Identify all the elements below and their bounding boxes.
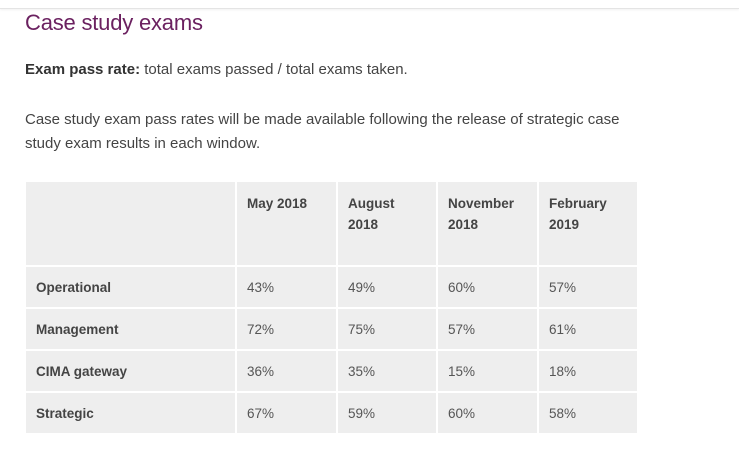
table-row: Strategic 67% 59% 60% 58% [24, 391, 639, 435]
pass-rate-definition: Exam pass rate: total exams passed / tot… [25, 61, 408, 78]
table-cell: 67% [235, 391, 338, 435]
table-cell: 35% [336, 349, 438, 393]
table-cell: 57% [436, 307, 539, 351]
row-label: Operational [24, 265, 237, 309]
table-row: Management 72% 75% 57% 61% [24, 307, 639, 351]
table-row: Operational 43% 49% 60% 57% [24, 265, 639, 309]
table-cell: 60% [436, 391, 539, 435]
table-cell: 15% [436, 349, 539, 393]
row-label: Management [24, 307, 237, 351]
table-cell: 49% [336, 265, 438, 309]
column-header: November 2018 [436, 180, 539, 267]
table-cell: 72% [235, 307, 338, 351]
table-cell: 75% [336, 307, 438, 351]
page-title: Case study exams [25, 10, 203, 35]
table-cell: 59% [336, 391, 438, 435]
column-header [24, 180, 237, 267]
table-cell: 36% [235, 349, 338, 393]
table-cell: 60% [436, 265, 539, 309]
table-cell: 18% [537, 349, 639, 393]
table-header-row: May 2018 August 2018 November 2018 Febru… [24, 180, 639, 267]
row-label: CIMA gateway [24, 349, 237, 393]
pass-rate-table: May 2018 August 2018 November 2018 Febru… [24, 180, 639, 435]
column-header: May 2018 [235, 180, 338, 267]
table-row: CIMA gateway 36% 35% 15% 18% [24, 349, 639, 393]
column-header: February 2019 [537, 180, 639, 267]
pass-rate-label: Exam pass rate: [25, 61, 141, 78]
column-header: August 2018 [336, 180, 438, 267]
table-cell: 58% [537, 391, 639, 435]
table-cell: 61% [537, 307, 639, 351]
table-cell: 43% [235, 265, 338, 309]
table-cell: 57% [537, 265, 639, 309]
row-label: Strategic [24, 391, 237, 435]
pass-rate-note: Case study exam pass rates will be made … [25, 111, 620, 152]
top-bar [0, 0, 739, 9]
pass-rate-text: total exams passed / total exams taken. [140, 61, 408, 78]
